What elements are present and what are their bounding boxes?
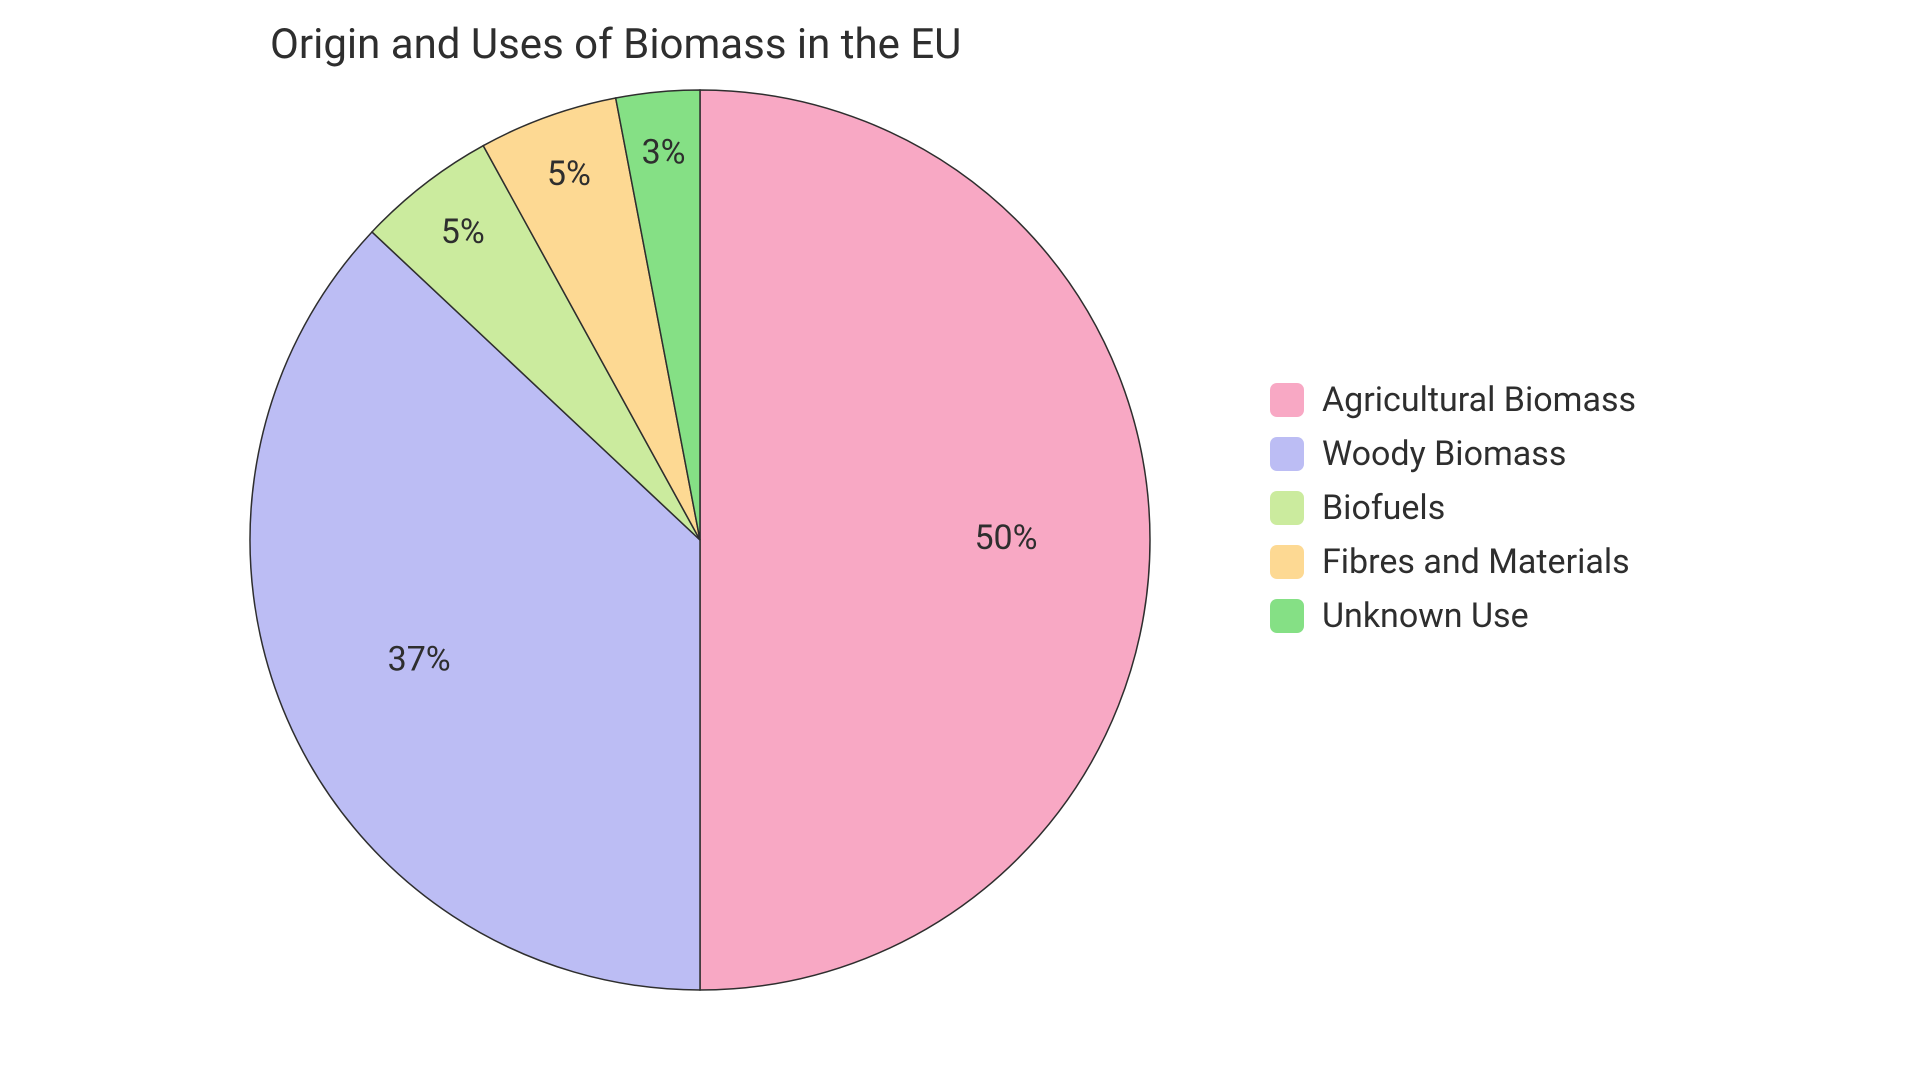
slice-label: 5% [547, 154, 591, 194]
legend-label: Fibres and Materials [1322, 542, 1630, 582]
legend-item: Woody Biomass [1270, 434, 1636, 474]
legend-label: Unknown Use [1322, 596, 1529, 636]
legend-swatch [1270, 491, 1304, 525]
legend-item: Unknown Use [1270, 596, 1636, 636]
legend-label: Woody Biomass [1322, 434, 1566, 474]
legend-swatch [1270, 437, 1304, 471]
slice-label: 5% [441, 212, 485, 252]
legend-item: Fibres and Materials [1270, 542, 1636, 582]
pie-chart: 50% 37% 5% 5% 3% [240, 80, 1160, 1000]
legend-swatch [1270, 545, 1304, 579]
chart-container: Origin and Uses of Biomass in the EU 50%… [0, 0, 1920, 1080]
chart-title: Origin and Uses of Biomass in the EU [270, 20, 961, 69]
slice-label: 50% [974, 518, 1037, 558]
legend-item: Biofuels [1270, 488, 1636, 528]
legend-label: Agricultural Biomass [1322, 380, 1636, 420]
legend: Agricultural Biomass Woody Biomass Biofuel… [1270, 380, 1636, 650]
legend-swatch [1270, 599, 1304, 633]
legend-swatch [1270, 383, 1304, 417]
legend-label: Biofuels [1322, 488, 1445, 528]
pie-slice [700, 90, 1150, 990]
legend-item: Agricultural Biomass [1270, 380, 1636, 420]
slice-label: 3% [642, 133, 686, 173]
slice-label: 37% [388, 640, 451, 680]
